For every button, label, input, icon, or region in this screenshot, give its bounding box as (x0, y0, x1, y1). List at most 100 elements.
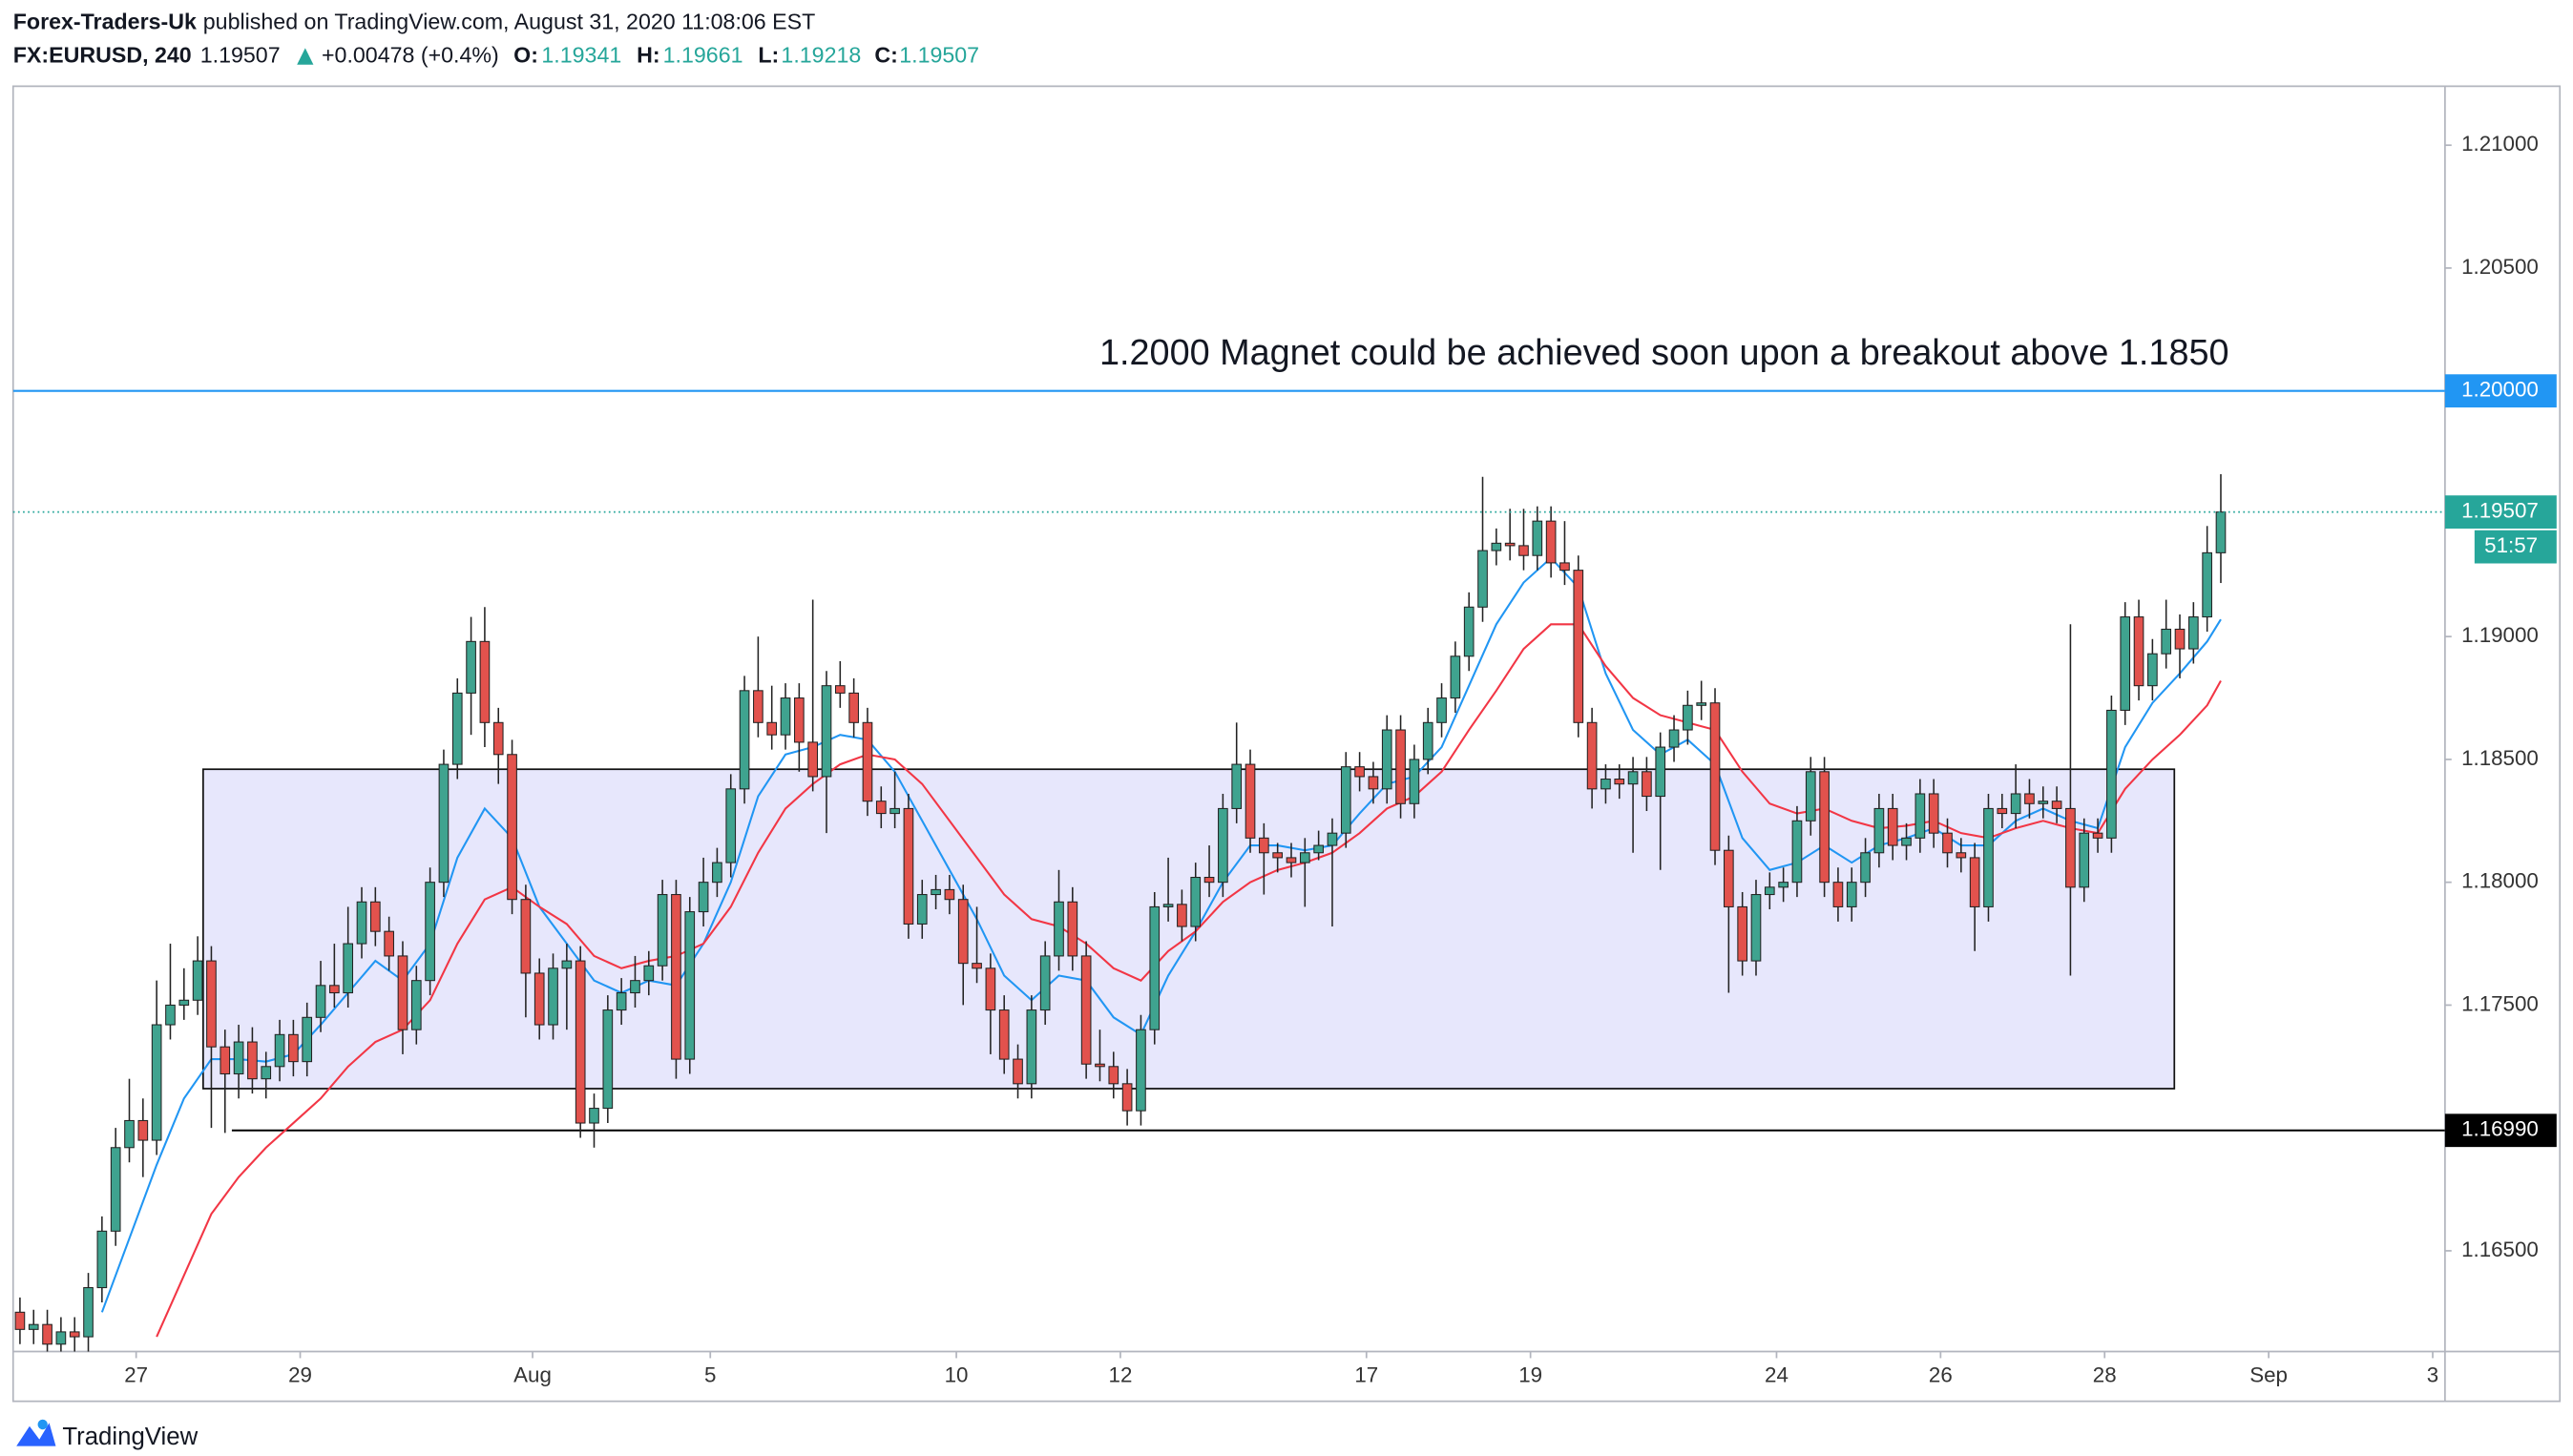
y-tick-label: 1.18000 (2461, 869, 2539, 893)
x-tick-label: 26 (1929, 1362, 1953, 1386)
candle-body (1737, 905, 1747, 962)
candle-body (1108, 1066, 1119, 1085)
candle-body (1586, 721, 1598, 790)
candle-body (2202, 551, 2212, 618)
candle-body (753, 690, 764, 723)
close-value: 1.19507 (899, 42, 979, 67)
candle-body (1887, 807, 1898, 846)
candle-body (397, 955, 408, 1030)
candle-body (780, 697, 791, 736)
level-label: 1.20000 (2461, 378, 2539, 402)
candle-body (479, 640, 491, 723)
candle-body (1518, 545, 1529, 556)
candle-body (1136, 1029, 1146, 1112)
level-label-bg (2444, 374, 2557, 408)
candle-body (1846, 882, 1857, 907)
candle-body (602, 1009, 614, 1110)
candle-body (1764, 886, 1775, 896)
candle-body (1642, 771, 1652, 798)
candle-body (1463, 606, 1475, 657)
candle-body (1190, 877, 1202, 927)
candle-body (2188, 616, 2199, 650)
candle-body (1791, 820, 1803, 884)
x-tick-label: 10 (945, 1362, 969, 1386)
candle-body (766, 721, 778, 736)
candle-body (14, 1311, 26, 1330)
candle-body (1067, 901, 1078, 957)
candle-body (1750, 894, 1762, 962)
candle-body (151, 1024, 162, 1141)
candle-body (492, 721, 504, 756)
level-label-bg (2444, 1113, 2557, 1148)
candle-body (466, 640, 476, 694)
high-label: H: (637, 42, 659, 67)
candle-body (998, 1009, 1010, 1060)
candle-body (124, 1119, 135, 1149)
candle-body (684, 911, 696, 1060)
x-tick-label: 12 (1109, 1362, 1133, 1386)
frame (11, 85, 2562, 1403)
candle-body (261, 1066, 272, 1080)
candle-body (1477, 550, 1488, 608)
x-tick-label: 19 (1518, 1362, 1542, 1386)
open-label: O: (513, 42, 538, 67)
candle-body (507, 754, 517, 901)
candle-body (2092, 832, 2103, 839)
author: Forex-Traders-Uk (13, 9, 197, 33)
candle-body (1504, 542, 1516, 547)
candle-body (834, 685, 846, 694)
candle-body (356, 901, 367, 945)
candle-body (1149, 905, 1161, 1030)
price-label-bg (2444, 495, 2557, 530)
y-tick-label: 1.18500 (2461, 746, 2539, 770)
candle-body (42, 1323, 52, 1345)
candle-body (1683, 704, 1693, 731)
candle-body (165, 1004, 176, 1026)
candle-body (944, 888, 955, 901)
x-tick-label: 28 (2093, 1362, 2117, 1386)
x-tick-label: 24 (1765, 1362, 1789, 1386)
candle-body (1969, 857, 1980, 907)
candle-body (1860, 852, 1871, 884)
candle-body (616, 992, 627, 1011)
y-tick-label: 1.21000 (2461, 132, 2539, 156)
candle-body (1013, 1058, 1023, 1085)
candle-body (1559, 562, 1570, 572)
candle-body (972, 963, 982, 969)
candle-body (1095, 1063, 1105, 1068)
candle-body (725, 788, 737, 863)
candle-body (931, 888, 941, 896)
candle-body (1286, 857, 1297, 863)
candle-body (2038, 801, 2049, 804)
candle-body (630, 980, 640, 994)
candle-body (233, 1041, 244, 1075)
candle-body (369, 901, 381, 932)
candle-body (1259, 837, 1269, 854)
close-label: C: (874, 42, 897, 67)
candle-body (698, 882, 709, 913)
x-tick-label: 17 (1354, 1362, 1378, 1386)
y-tick-label: 1.17500 (2461, 991, 2539, 1015)
candle-body (657, 894, 668, 967)
low-label: L: (758, 42, 779, 67)
candle-body (247, 1041, 258, 1080)
candle-body (575, 960, 586, 1124)
candle-body (1039, 955, 1051, 1011)
candle-body (329, 985, 340, 994)
candle-body (220, 1046, 231, 1075)
candle-body (343, 943, 354, 994)
plot-area (12, 389, 2445, 1352)
candle-body (739, 690, 750, 790)
candle-body (2147, 653, 2158, 687)
candle-body (889, 807, 900, 815)
candle-body (916, 894, 928, 925)
candle-body (1573, 570, 1584, 723)
candle-body (1832, 882, 1844, 907)
candle-body (1956, 852, 1967, 859)
candle-body (1600, 779, 1611, 790)
candle-body (2051, 801, 2062, 809)
candle-body (1177, 904, 1187, 927)
y-tick-label: 1.20500 (2461, 255, 2539, 279)
candle-body (1983, 807, 1994, 907)
